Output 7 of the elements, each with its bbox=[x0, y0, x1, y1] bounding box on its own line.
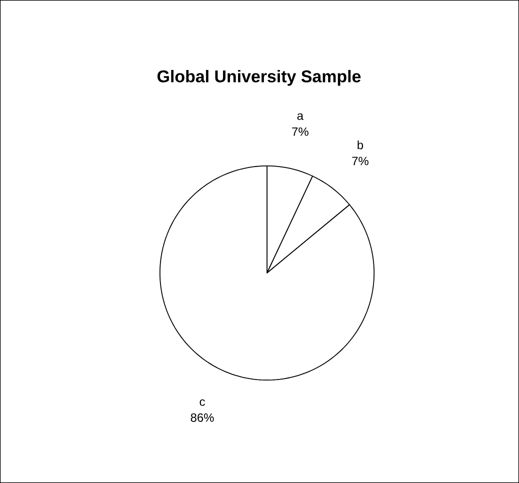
data-label: 86% bbox=[190, 413, 214, 422]
data-label: 7% bbox=[292, 127, 308, 136]
slice-label: c bbox=[200, 399, 205, 406]
slice-label: a bbox=[297, 113, 304, 120]
chart-title: Global University Sample bbox=[157, 70, 361, 86]
slice-label: b bbox=[358, 140, 364, 150]
data-label: 7% bbox=[352, 156, 368, 166]
